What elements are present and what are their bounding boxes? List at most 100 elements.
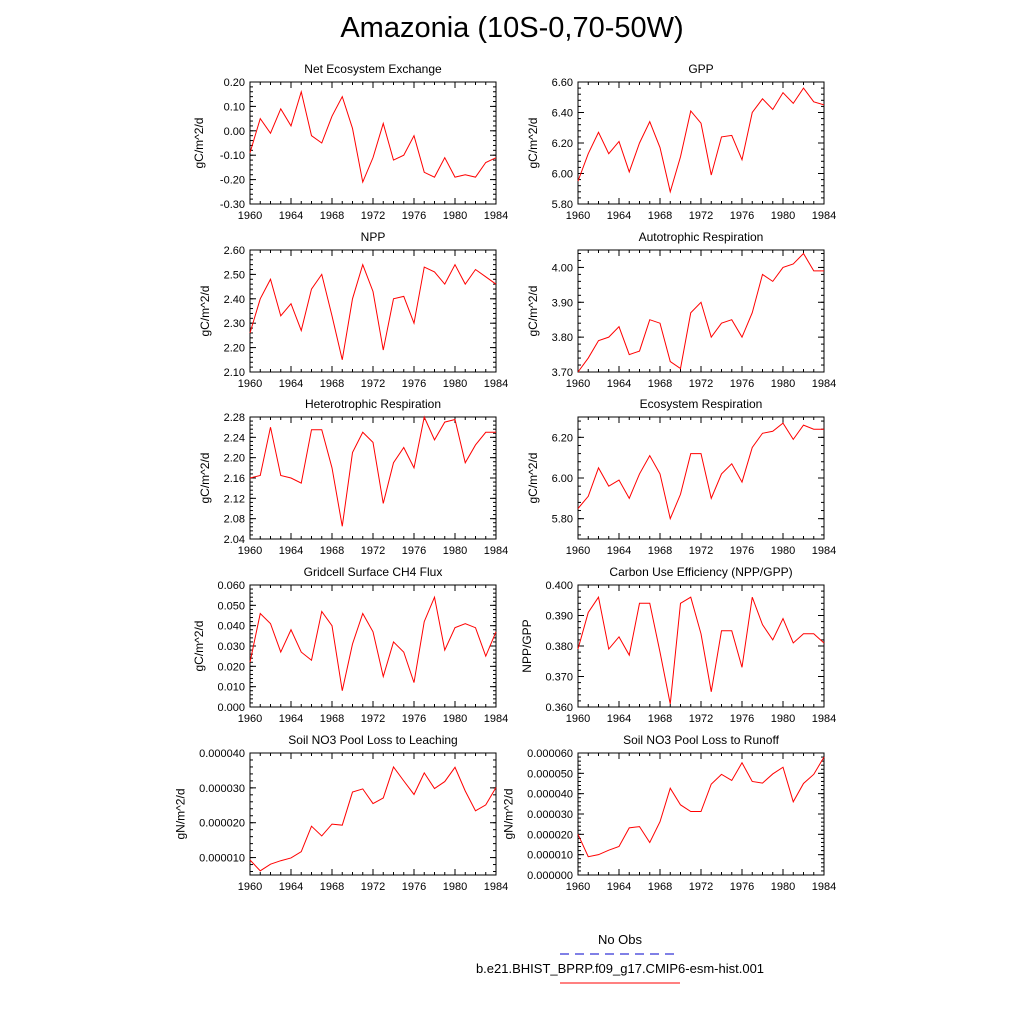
panel-5-y-tick-label: 2.24	[224, 432, 245, 444]
panel-1-y-tick-label: 0.00	[224, 126, 245, 138]
panel-1-y-tick-label: -0.20	[220, 175, 245, 187]
panel-10-y-tick-label: 0.000030	[527, 809, 573, 821]
panel-8-x-tick-label: 1972	[689, 713, 713, 725]
panel-5-y-axis-label: gC/m^2/d	[198, 453, 212, 504]
panel-6-x-tick-label: 1972	[689, 545, 713, 557]
panel-2-series-line-1	[577, 87, 825, 194]
panel-1-x-tick-label: 1976	[402, 210, 426, 222]
panel-8-y-tick-label: 0.360	[545, 702, 573, 714]
legend-line-model	[560, 982, 680, 984]
panel-7-y-axis-label: gC/m^2/d	[192, 621, 206, 672]
panel-2-x-tick-label: 1968	[648, 210, 672, 222]
panel-10-y-tick-label: 0.000020	[527, 829, 573, 841]
panel-6-y-tick-label: 6.00	[552, 473, 573, 485]
panel-5-title: Heterotrophic Respiration	[305, 397, 441, 411]
panel-6-x-tick-label: 1964	[607, 545, 631, 557]
panel-5-y-tick-label: 2.12	[224, 493, 245, 505]
panel-5-series-line-1	[249, 415, 496, 527]
panel-7-series-line-1	[249, 595, 497, 691]
panel-9-x-tick-label: 1976	[402, 881, 426, 893]
panel-7-x-tick-label: 1976	[402, 713, 426, 725]
panel-4-x-tick-label: 1960	[566, 378, 590, 390]
panel-5-x-tick-label: 1972	[361, 545, 385, 557]
panel-2-y-axis-label: gC/m^2/d	[526, 118, 540, 169]
panel-4-x-tick-label: 1968	[648, 378, 672, 390]
panel-5-y-tick-label: 2.20	[224, 453, 245, 465]
panel-7-x-tick-label: 1972	[361, 713, 385, 725]
panel-1-y-tick-label: -0.10	[220, 150, 245, 162]
panel-3-y-axis-label: gC/m^2/d	[198, 286, 212, 337]
panel-8-x-tick-label: 1980	[771, 713, 795, 725]
panel-10-x-tick-label: 1964	[607, 881, 631, 893]
panel-6-x-tick-label: 1976	[730, 545, 754, 557]
panel-5-y-tick-label: 2.28	[224, 412, 245, 424]
panel-5-x-tick-label: 1980	[443, 545, 467, 557]
panel-1-x-tick-label: 1960	[238, 210, 262, 222]
panel-3-x-tick-label: 1980	[443, 378, 467, 390]
panel-1-x-tick-label: 1964	[279, 210, 303, 222]
panel-3-x-tick-label: 1964	[279, 378, 303, 390]
panel-3-y-tick-label: 2.10	[224, 367, 245, 379]
panel-2-x-tick-label: 1976	[730, 210, 754, 222]
panel-2-y-tick-label: 6.60	[552, 77, 573, 89]
panel-7-y-tick-label: 0.020	[217, 661, 245, 673]
panel-10-y-tick-label: 0.000010	[527, 850, 573, 862]
panel-2-x-tick-label: 1960	[566, 210, 590, 222]
panel-8-x-tick-label: 1984	[812, 713, 836, 725]
panel-8-title: Carbon Use Efficiency (NPP/GPP)	[609, 565, 792, 579]
panel-8-x-tick-label: 1964	[607, 713, 631, 725]
panel-1-x-tick-label: 1984	[484, 210, 508, 222]
panel-9-x-tick-label: 1984	[484, 881, 508, 893]
panel-8-series-line-1	[577, 595, 825, 705]
panel-3-x-tick-label: 1960	[238, 378, 262, 390]
panel-7-x-tick-label: 1964	[279, 713, 303, 725]
panel-4-x-tick-label: 1972	[689, 378, 713, 390]
panel-8-x-tick-label: 1960	[566, 713, 590, 725]
legend-line-obs	[560, 953, 680, 955]
panel-8-y-tick-label: 0.370	[545, 672, 573, 684]
legend: No Obs b.e21.BHIST_BPRP.f09_g17.CMIP6-es…	[420, 930, 820, 1010]
panel-3-y-tick-label: 2.20	[224, 343, 245, 355]
panel-5-x-tick-label: 1968	[320, 545, 344, 557]
panel-10-series-line-1	[577, 756, 825, 858]
panel-1-title: Net Ecosystem Exchange	[304, 62, 442, 76]
panel-8-y-axis-label: NPP/GPP	[520, 619, 534, 672]
panel-9-y-tick-label: 0.000030	[199, 783, 245, 795]
panel-1-x-tick-label: 1972	[361, 210, 385, 222]
panel-5-x-tick-label: 1976	[402, 545, 426, 557]
panel-5-x-tick-label: 1984	[484, 545, 508, 557]
panel-8-x-tick-label: 1968	[648, 713, 672, 725]
panel-9-y-tick-label: 0.000040	[199, 748, 245, 760]
panel-6-x-tick-label: 1984	[812, 545, 836, 557]
panel-10-x-tick-label: 1968	[648, 881, 672, 893]
panel-7-title: Gridcell Surface CH4 Flux	[304, 565, 443, 579]
legend-label-model: b.e21.BHIST_BPRP.f09_g17.CMIP6-esm-hist.…	[475, 961, 765, 976]
panel-7-x-tick-label: 1960	[238, 713, 262, 725]
panel-3-x-tick-label: 1968	[320, 378, 344, 390]
panel-7-x-tick-label: 1968	[320, 713, 344, 725]
panel-5-x-tick-label: 1960	[238, 545, 262, 557]
panel-3-y-tick-label: 2.30	[224, 318, 245, 330]
panel-3-series-line-1	[249, 263, 497, 360]
panel-10-x-tick-label: 1960	[566, 881, 590, 893]
panel-7-x-tick-label: 1984	[484, 713, 508, 725]
panel-4-x-tick-label: 1984	[812, 378, 836, 390]
panel-10-x-tick-label: 1972	[689, 881, 713, 893]
panel-8-plot-frame	[577, 584, 825, 708]
panel-10-plot-frame	[577, 752, 825, 876]
panel-3-title: NPP	[361, 230, 386, 244]
panel-3-y-tick-label: 2.40	[224, 294, 245, 306]
panel-5-y-tick-label: 2.04	[224, 534, 245, 546]
panel-2-x-tick-label: 1972	[689, 210, 713, 222]
panel-10-x-tick-label: 1984	[812, 881, 836, 893]
panel-7-y-tick-label: 0.010	[217, 682, 245, 694]
panel-10-y-tick-label: 0.000000	[527, 870, 573, 882]
panel-9-x-tick-label: 1980	[443, 881, 467, 893]
panel-5-y-tick-label: 2.16	[224, 473, 245, 485]
panel-4-x-tick-label: 1980	[771, 378, 795, 390]
panel-4-y-tick-label: 3.70	[552, 367, 573, 379]
panel-6-y-axis-label: gC/m^2/d	[526, 453, 540, 504]
legend-label-obs: No Obs	[597, 932, 643, 947]
panel-4-x-tick-label: 1964	[607, 378, 631, 390]
